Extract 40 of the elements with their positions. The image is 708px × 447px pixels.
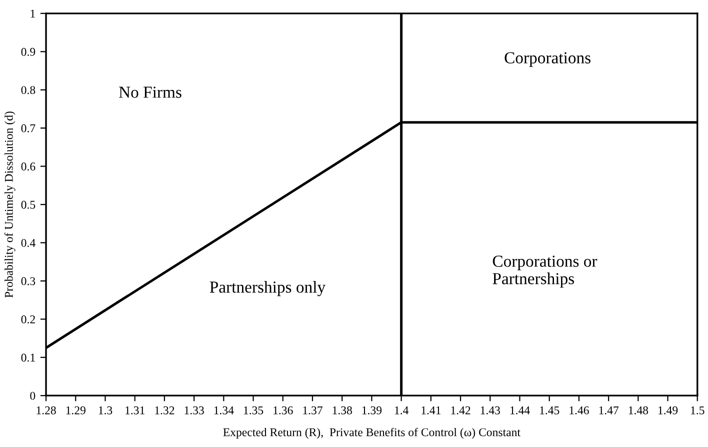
y-tick-label: 0.2 (21, 315, 35, 324)
y-tick-label: 0.6 (21, 162, 36, 171)
x-tick-label: 1.37 (303, 406, 322, 414)
x-tick-label: 1.46 (570, 406, 589, 414)
y-tick-label: 0.1 (21, 354, 35, 362)
x-tick-label: 1.34 (214, 406, 234, 414)
annotation: Corporations or Partnerships (492, 256, 598, 288)
x-tick-label: 1.47 (599, 406, 619, 414)
x-tick-label: 1.42 (451, 406, 470, 414)
x-tick-label: 1.43 (480, 406, 500, 414)
y-tick-label: 0.8 (21, 86, 36, 94)
x-tick-label: 1.36 (274, 406, 293, 414)
y-tick-label: 0.9 (21, 48, 36, 56)
x-tick-label: 1.33 (184, 406, 204, 414)
y-tick-label: 0 (30, 392, 36, 400)
x-tick-label: 1.39 (362, 406, 382, 414)
x-tick-label: 1.31 (126, 406, 144, 414)
x-tick-label: 1.48 (628, 406, 648, 414)
y-tick-label: 1 (30, 10, 35, 18)
y-tick-label: 0.5 (21, 200, 36, 209)
y-axis-title: Probability of Untimely Dissolution (d) (4, 112, 16, 298)
x-tick-label: 1.4 (394, 406, 408, 414)
x-tick-label: 1.35 (244, 406, 264, 414)
x-tick-label: 1.28 (36, 406, 56, 414)
x-tick-label: 1.32 (155, 406, 174, 414)
y-tick-label: 0.7 (21, 124, 36, 132)
x-tick-label: 1.29 (66, 406, 86, 414)
x-axis-title: Expected Return (R), Private Benefits of Control (ω) Constant (223, 428, 520, 439)
annotation: No Firms (119, 86, 182, 98)
x-tick-label: 1.49 (658, 406, 678, 414)
annotation: Partnerships only (210, 281, 326, 296)
x-tick-label: 1.44 (510, 406, 530, 414)
y-tick-label: 0.4 (21, 238, 36, 247)
y-tick-label: 0.3 (21, 277, 36, 286)
x-tick-label: 1.5 (691, 406, 704, 414)
x-tick-label: 1.3 (98, 406, 112, 414)
x-tick-label: 1.38 (332, 406, 352, 414)
annotation: Corporations (504, 52, 590, 67)
x-tick-label: 1.45 (540, 406, 560, 414)
x-tick-label: 1.41 (422, 406, 441, 414)
